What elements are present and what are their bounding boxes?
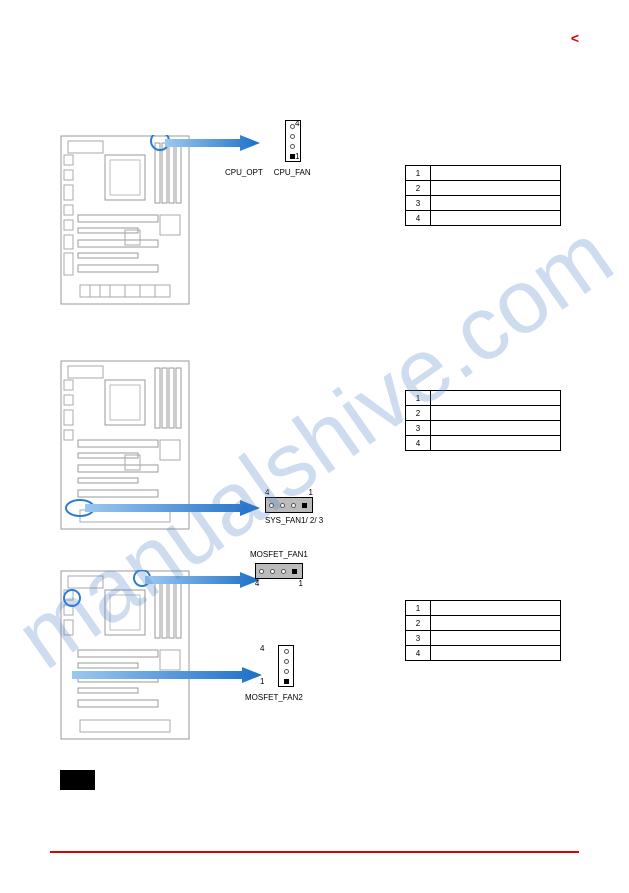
sys-fan-label: SYS_FAN1/ 2/ 3 (265, 516, 323, 525)
table-cell (431, 421, 561, 436)
table-cell: 3 (406, 421, 431, 436)
pin-label-1: 1 (295, 152, 299, 161)
table-cell: 2 (406, 181, 431, 196)
pin-label-4: 4 (265, 488, 269, 497)
table-cell: 4 (406, 646, 431, 661)
cpu-opt-label: CPU_OPT (225, 168, 263, 177)
mosfet-fan2-label: MOSFET_FAN2 (245, 693, 303, 702)
table-cell (431, 631, 561, 646)
mosfet-fan1-label: MOSFET_FAN1 (250, 550, 308, 559)
sys-fan-pin-table: 1 2 3 4 (405, 390, 561, 451)
pin-label-1: 1 (260, 677, 264, 686)
motherboard-diagram-1 (60, 135, 190, 305)
table-cell: 1 (406, 601, 431, 616)
mosfet-fan-pin-table: 1 2 3 4 (405, 600, 561, 661)
table-cell (431, 391, 561, 406)
table-cell (431, 181, 561, 196)
motherboard-diagram-2 (60, 360, 190, 530)
table-cell: 3 (406, 631, 431, 646)
cpu-fan-label: CPU_FAN (274, 168, 311, 177)
motherboard-diagram-3 (60, 570, 190, 740)
pin-label-1: 1 (298, 579, 302, 588)
chevron-icon: < (571, 30, 579, 46)
cpu-fan-connector: 4 1 CPU_OPT CPU_FAN (275, 120, 311, 177)
table-cell: 3 (406, 196, 431, 211)
pin-label-4: 4 (255, 579, 259, 588)
mosfet-fan1-connector: MOSFET_FAN1 4 1 (250, 550, 308, 588)
table-cell (431, 436, 561, 451)
page-root: < manualshive.com (0, 0, 629, 893)
table-cell (431, 406, 561, 421)
table-cell: 4 (406, 436, 431, 451)
cpu-fan-pin-table: 1 2 3 4 (405, 165, 561, 226)
table-cell (431, 646, 561, 661)
pin-label-4: 4 (260, 644, 264, 653)
table-cell: 2 (406, 616, 431, 631)
table-cell: 2 (406, 406, 431, 421)
table-cell: 1 (406, 391, 431, 406)
table-cell (431, 166, 561, 181)
pin-label-4: 4 (295, 119, 299, 128)
table-cell (431, 196, 561, 211)
pin-label-1: 1 (309, 488, 313, 497)
table-cell: 1 (406, 166, 431, 181)
table-cell (431, 601, 561, 616)
footer-divider (50, 851, 579, 853)
mosfet-fan2-connector: 4 1 MOSFET_FAN2 (270, 645, 303, 702)
table-cell (431, 616, 561, 631)
table-cell: 4 (406, 211, 431, 226)
table-cell (431, 211, 561, 226)
note-box (60, 770, 95, 790)
sys-fan-connector: 4 1 SYS_FAN1/ 2/ 3 (265, 488, 323, 525)
